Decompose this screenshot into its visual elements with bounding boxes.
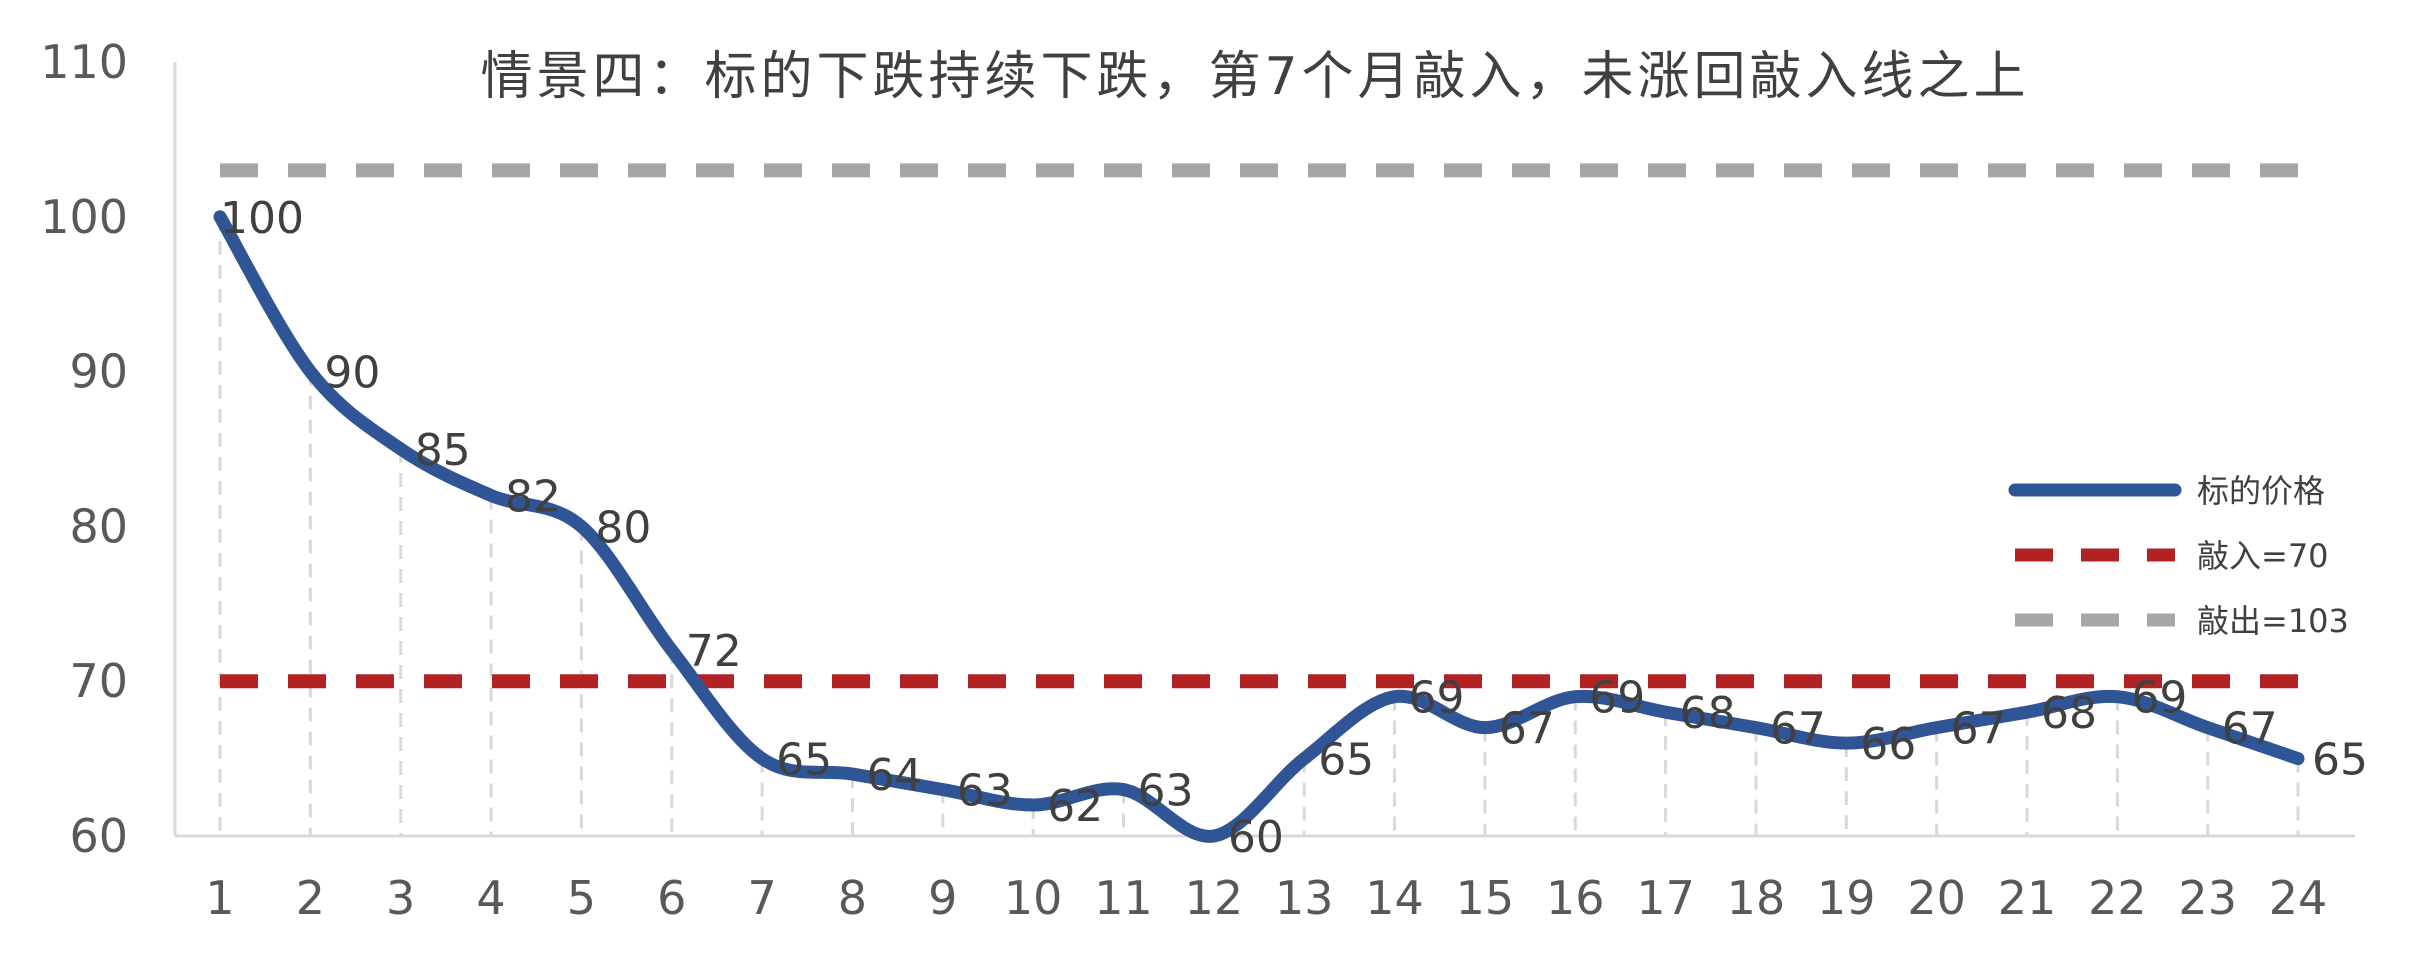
x-tick-label: 7 xyxy=(747,871,776,925)
data-label: 63 xyxy=(1138,766,1194,817)
data-point xyxy=(1479,722,1491,734)
x-tick-label: 11 xyxy=(1094,871,1153,925)
data-label: 65 xyxy=(776,735,832,786)
data-label: 85 xyxy=(415,425,471,476)
x-tick-label: 13 xyxy=(1275,871,1334,925)
data-label: 62 xyxy=(1047,781,1103,832)
x-tick-label: 1 xyxy=(205,871,234,925)
data-point xyxy=(1750,722,1762,734)
data-label: 68 xyxy=(2041,688,2097,739)
data-point xyxy=(304,366,316,378)
x-tick-label: 24 xyxy=(2269,871,2328,925)
data-labels: 100 90 85 82 80 72 65 64 63 62 63 60 65 69 67 69 68 67 66 6… xyxy=(220,193,2368,863)
x-tick-label: 22 xyxy=(2088,871,2147,925)
data-label: 63 xyxy=(957,766,1013,817)
data-point xyxy=(2292,753,2304,765)
y-tick-label: 100 xyxy=(40,190,128,244)
data-label: 64 xyxy=(866,750,922,801)
x-tick-label: 23 xyxy=(2178,871,2237,925)
data-point xyxy=(846,768,858,780)
legend-label: 敲出=103 xyxy=(2197,602,2349,640)
x-tick-label: 9 xyxy=(928,871,957,925)
data-point xyxy=(575,520,587,532)
reference-lines xyxy=(220,163,2299,689)
data-label: 67 xyxy=(1499,704,1555,755)
legend-label: 标的价格 xyxy=(2197,472,2325,510)
data-point xyxy=(1389,691,1401,703)
chart-title: 情景四：标的下跌持续下跌，第7个月敲入，未涨回敲入线之上 xyxy=(480,47,2029,107)
data-label: 69 xyxy=(1589,673,1645,724)
data-point xyxy=(756,753,768,765)
x-tick-label: 20 xyxy=(1907,871,1966,925)
y-tick-label: 80 xyxy=(69,499,128,553)
x-tick-label: 3 xyxy=(386,871,415,925)
y-tick-label: 60 xyxy=(69,809,128,863)
data-label: 90 xyxy=(324,348,380,399)
y-tick-label: 70 xyxy=(69,654,128,708)
price-series xyxy=(213,210,2305,843)
data-label: 60 xyxy=(1228,812,1284,863)
data-point xyxy=(937,784,949,796)
x-tick-label: 21 xyxy=(1998,871,2057,925)
data-point xyxy=(2111,691,2123,703)
data-point xyxy=(2202,722,2214,734)
data-point xyxy=(485,489,497,501)
data-point xyxy=(2021,706,2033,718)
data-label: 82 xyxy=(505,471,561,522)
x-tick-label: 5 xyxy=(567,871,596,925)
x-tick-label: 10 xyxy=(1004,871,1063,925)
data-point xyxy=(1569,691,1581,703)
data-label: 72 xyxy=(686,626,742,677)
x-tick-label: 15 xyxy=(1456,871,1515,925)
data-label: 66 xyxy=(1860,719,1916,770)
x-tick-label: 12 xyxy=(1185,871,1244,925)
data-label: 67 xyxy=(1951,704,2007,755)
data-label: 65 xyxy=(1318,735,1374,786)
data-label: 68 xyxy=(1680,688,1736,739)
x-tick-label: 14 xyxy=(1365,871,1424,925)
data-label: 67 xyxy=(1770,704,1826,755)
data-point xyxy=(1118,784,1130,796)
data-point xyxy=(1931,722,1943,734)
x-tick-label: 18 xyxy=(1727,871,1786,925)
data-point xyxy=(1660,706,1672,718)
price-line xyxy=(213,210,2305,843)
data-point xyxy=(1208,830,1220,842)
x-tick-label: 8 xyxy=(838,871,867,925)
data-label: 69 xyxy=(2131,673,2187,724)
data-label: 69 xyxy=(1409,673,1465,724)
data-point xyxy=(666,644,678,656)
data-point xyxy=(1840,737,1852,749)
x-tick-label: 16 xyxy=(1546,871,1605,925)
data-point xyxy=(395,443,407,455)
x-tick-label: 6 xyxy=(657,871,686,925)
data-label: 100 xyxy=(220,193,304,244)
data-label: 67 xyxy=(2222,704,2278,755)
x-tick-label: 4 xyxy=(476,871,505,925)
y-tick-label: 110 xyxy=(40,35,128,89)
data-point xyxy=(1027,799,1039,811)
data-label: 80 xyxy=(595,502,651,553)
x-tick-label: 17 xyxy=(1636,871,1695,925)
y-tick-label: 90 xyxy=(69,345,128,399)
x-tick-label: 19 xyxy=(1817,871,1876,925)
legend-label: 敲入=70 xyxy=(2197,537,2329,575)
x-tick-label: 2 xyxy=(296,871,325,925)
data-point xyxy=(1298,753,1310,765)
data-label: 65 xyxy=(2312,735,2368,786)
